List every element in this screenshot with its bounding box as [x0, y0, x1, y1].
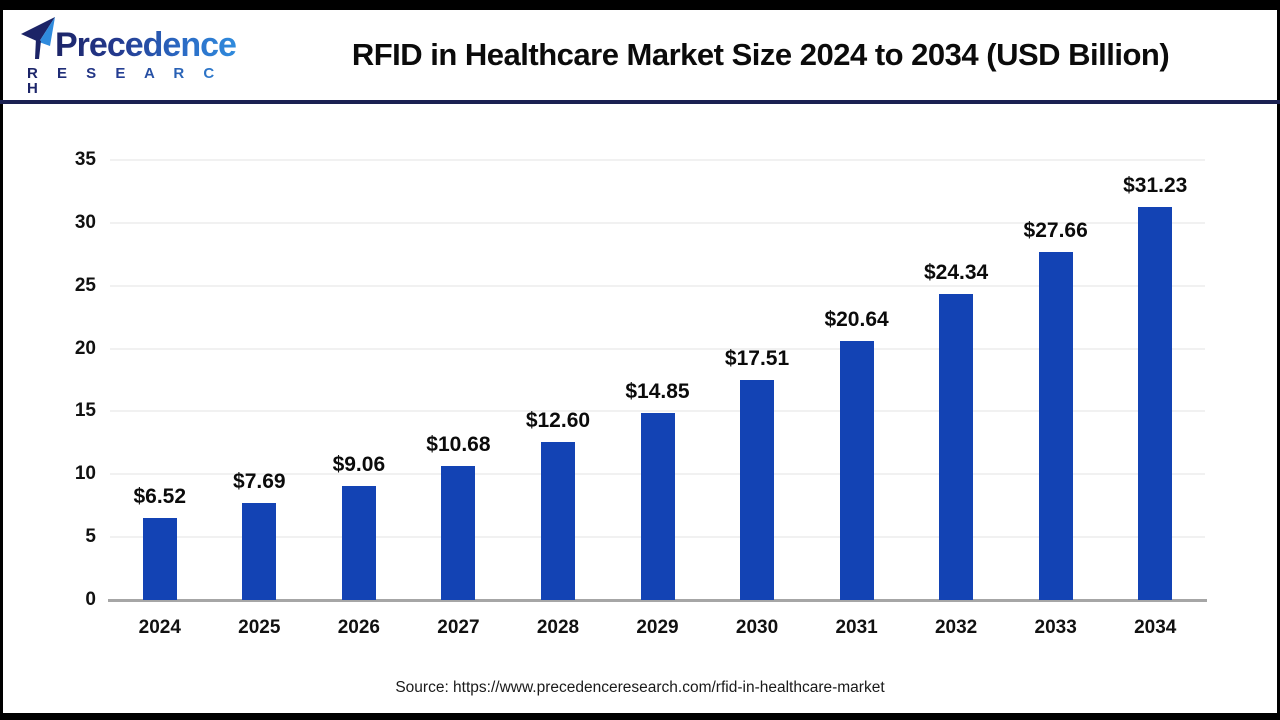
- bar-value-label-2024: $6.52: [133, 485, 187, 509]
- bar-2025: [242, 503, 277, 600]
- frame-left-bar: [0, 0, 3, 720]
- bar-value-label-2026: $9.06: [332, 453, 386, 477]
- bar-value-label-2028: $12.60: [525, 408, 591, 432]
- bar-2032: [939, 294, 974, 600]
- bar-value-label-2030: $17.51: [724, 346, 790, 370]
- x-axis-tick-2026: 2026: [337, 617, 380, 638]
- x-axis-tick-2029: 2029: [636, 617, 679, 638]
- header-divider: [0, 100, 1280, 104]
- gridline-10: [110, 473, 1205, 476]
- x-axis-tick-2031: 2031: [835, 617, 878, 638]
- frame-bottom-bar: [0, 713, 1280, 720]
- gridline-20: [110, 347, 1205, 350]
- y-axis-tick-35: 35: [74, 149, 96, 170]
- x-axis-tick-2027: 2027: [437, 617, 480, 638]
- bar-2031: [839, 340, 874, 600]
- x-axis-tick-2025: 2025: [238, 617, 281, 638]
- paper-plane-icon: [21, 17, 55, 59]
- y-axis-tick-0: 0: [85, 589, 96, 610]
- gridline-35: [110, 159, 1205, 161]
- bar-2028: [540, 441, 575, 600]
- gridline-15: [110, 410, 1205, 413]
- y-axis-tick-30: 30: [74, 211, 96, 233]
- bar-value-label-2031: $20.64: [824, 307, 889, 331]
- bar-2026: [341, 486, 376, 600]
- source-text: Source: https://www.precedenceresearch.c…: [395, 679, 885, 696]
- bar-value-label-2027: $10.68: [426, 432, 491, 456]
- bar-2030: [740, 379, 775, 600]
- x-axis-tick-2030: 2030: [735, 617, 779, 638]
- y-axis-tick-15: 15: [74, 400, 96, 422]
- header: Precedence R E S E A R C H RFID in Healt…: [3, 10, 1277, 100]
- gridline-30: [110, 221, 1205, 224]
- bar-2029: [640, 413, 675, 600]
- x-axis-tick-2032: 2032: [934, 617, 978, 638]
- logo-wordmark: Precedence: [19, 14, 237, 64]
- bar-value-label-2033: $27.66: [1023, 219, 1088, 243]
- bar-2033: [1038, 252, 1073, 600]
- page-title: RFID in Healthcare Market Size 2024 to 2…: [351, 37, 1170, 72]
- logo-subtitle: R E S E A R C H: [27, 66, 244, 96]
- frame-top-bar: [0, 0, 1280, 10]
- bar-2027: [441, 465, 476, 600]
- title-wrap: RFID in Healthcare Market Size 2024 to 2…: [244, 37, 1277, 73]
- x-axis-tick-2024: 2024: [138, 617, 181, 638]
- precedence-research-logo: Precedence R E S E A R C H: [19, 14, 244, 96]
- gridline-25: [110, 284, 1205, 287]
- logo-name: Precedence: [55, 26, 237, 64]
- bar-value-label-2034: $31.23: [1123, 174, 1188, 198]
- x-axis-tick-2033: 2033: [1034, 617, 1077, 638]
- y-axis-tick-10: 10: [74, 463, 96, 485]
- y-axis-tick-5: 5: [85, 526, 96, 548]
- bar-2024: [142, 518, 177, 600]
- y-axis-tick-20: 20: [74, 337, 96, 359]
- gridline-5: [110, 536, 1205, 539]
- x-axis-line: [108, 599, 1207, 602]
- bar-value-label-2025: $7.69: [233, 470, 286, 494]
- bar-value-label-2029: $14.85: [625, 380, 690, 404]
- bar-2034: [1138, 207, 1173, 600]
- bar-value-label-2032: $24.34: [924, 261, 989, 284]
- x-axis-tick-2028: 2028: [536, 617, 580, 638]
- y-axis-tick-25: 25: [74, 274, 96, 296]
- frame-right-bar: [1277, 0, 1280, 720]
- x-axis-tick-2034: 2034: [1134, 617, 1177, 638]
